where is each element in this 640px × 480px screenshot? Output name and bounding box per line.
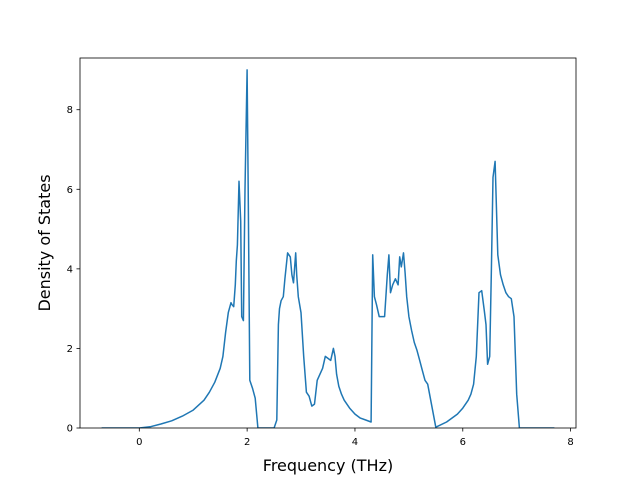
- y-tick-label: 6: [67, 185, 73, 196]
- y-axis-ticks: 0 2 4 6 8: [67, 105, 80, 435]
- x-tick-label: 0: [136, 437, 142, 448]
- y-tick-label: 4: [67, 264, 73, 275]
- y-axis-label: Density of States: [35, 174, 54, 311]
- x-axis-ticks: 0 2 4 6 8: [136, 428, 574, 448]
- x-tick-label: 8: [567, 437, 573, 448]
- x-tick-label: 4: [352, 437, 358, 448]
- x-tick-label: 2: [244, 437, 250, 448]
- plot-frame: [79, 57, 577, 429]
- x-axis-label: Frequency (THz): [263, 456, 393, 475]
- x-tick-label: 6: [460, 437, 466, 448]
- dos-series-line: [101, 69, 555, 428]
- y-tick-label: 0: [67, 424, 73, 435]
- y-tick-label: 2: [67, 344, 73, 355]
- y-tick-label: 8: [67, 105, 73, 116]
- plot-area: [79, 57, 577, 429]
